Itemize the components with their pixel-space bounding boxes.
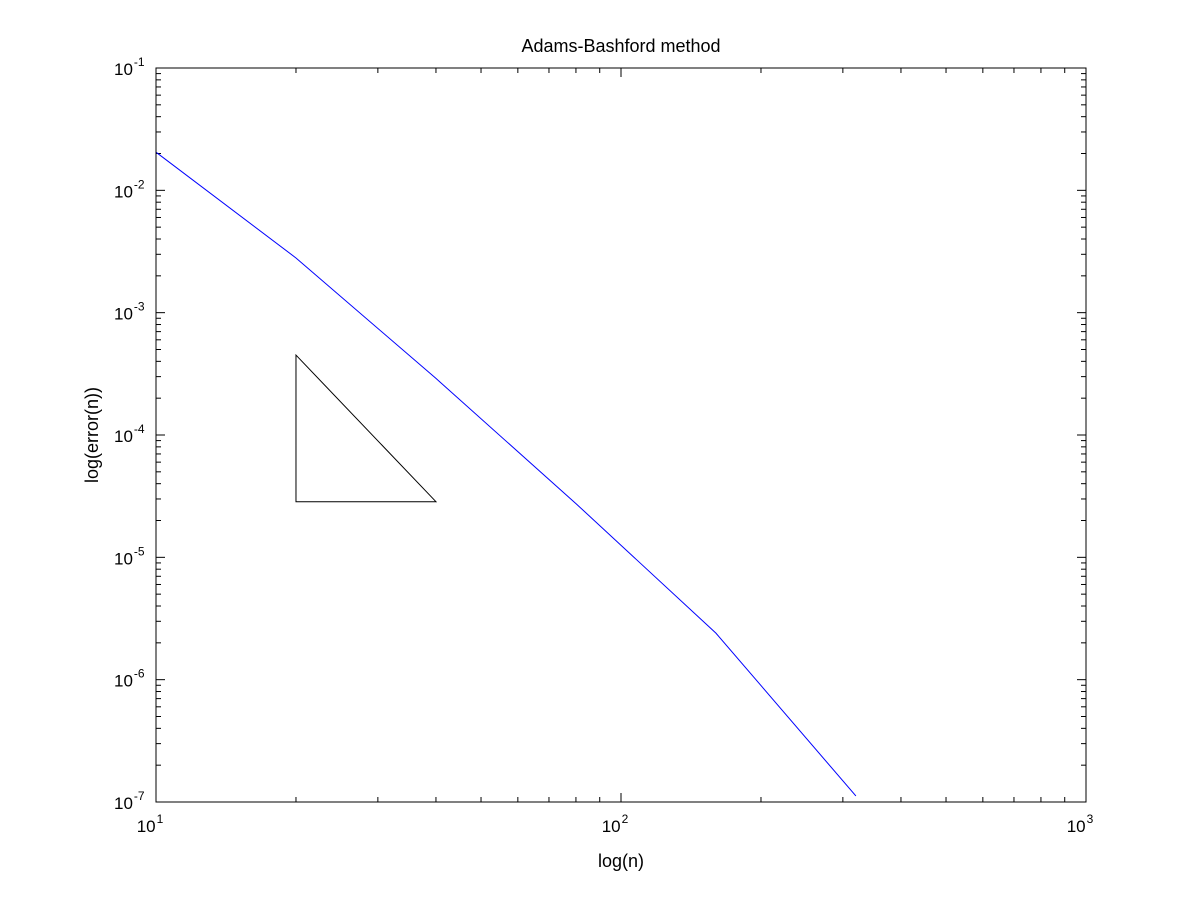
y-tick-label: 10-2	[114, 177, 145, 201]
x-axis-label: log(n)	[598, 851, 644, 871]
x-tick-label: 103	[1067, 812, 1094, 836]
series-layer	[155, 151, 857, 797]
y-tick-labels: 10-7 10-6 10-5 10-4 10-3 10-2 10-1	[114, 55, 145, 813]
y-tick-label: 10-4	[114, 422, 145, 446]
plot-area	[156, 68, 1086, 802]
reference-triangle-layer	[295, 353, 438, 503]
y-tick-label: 10-6	[114, 667, 145, 691]
plot-frame	[155, 67, 1087, 803]
y-tick-label: 10-5	[114, 544, 145, 568]
y-tick-label: 10-7	[114, 789, 145, 813]
chart-title: Adams-Bashford method	[521, 36, 720, 56]
x-tick-label: 102	[602, 812, 629, 836]
x-tick-labels: 101 102 103	[137, 812, 1094, 836]
y-tick-label: 10-1	[114, 55, 145, 79]
y-tick-label: 10-3	[114, 300, 145, 324]
y-axis-label: log(error(n))	[82, 387, 102, 483]
minor-ticks	[156, 68, 1086, 802]
series-line	[155, 151, 857, 797]
reference-slope-triangle	[295, 353, 438, 503]
x-tick-label: 101	[137, 812, 164, 836]
